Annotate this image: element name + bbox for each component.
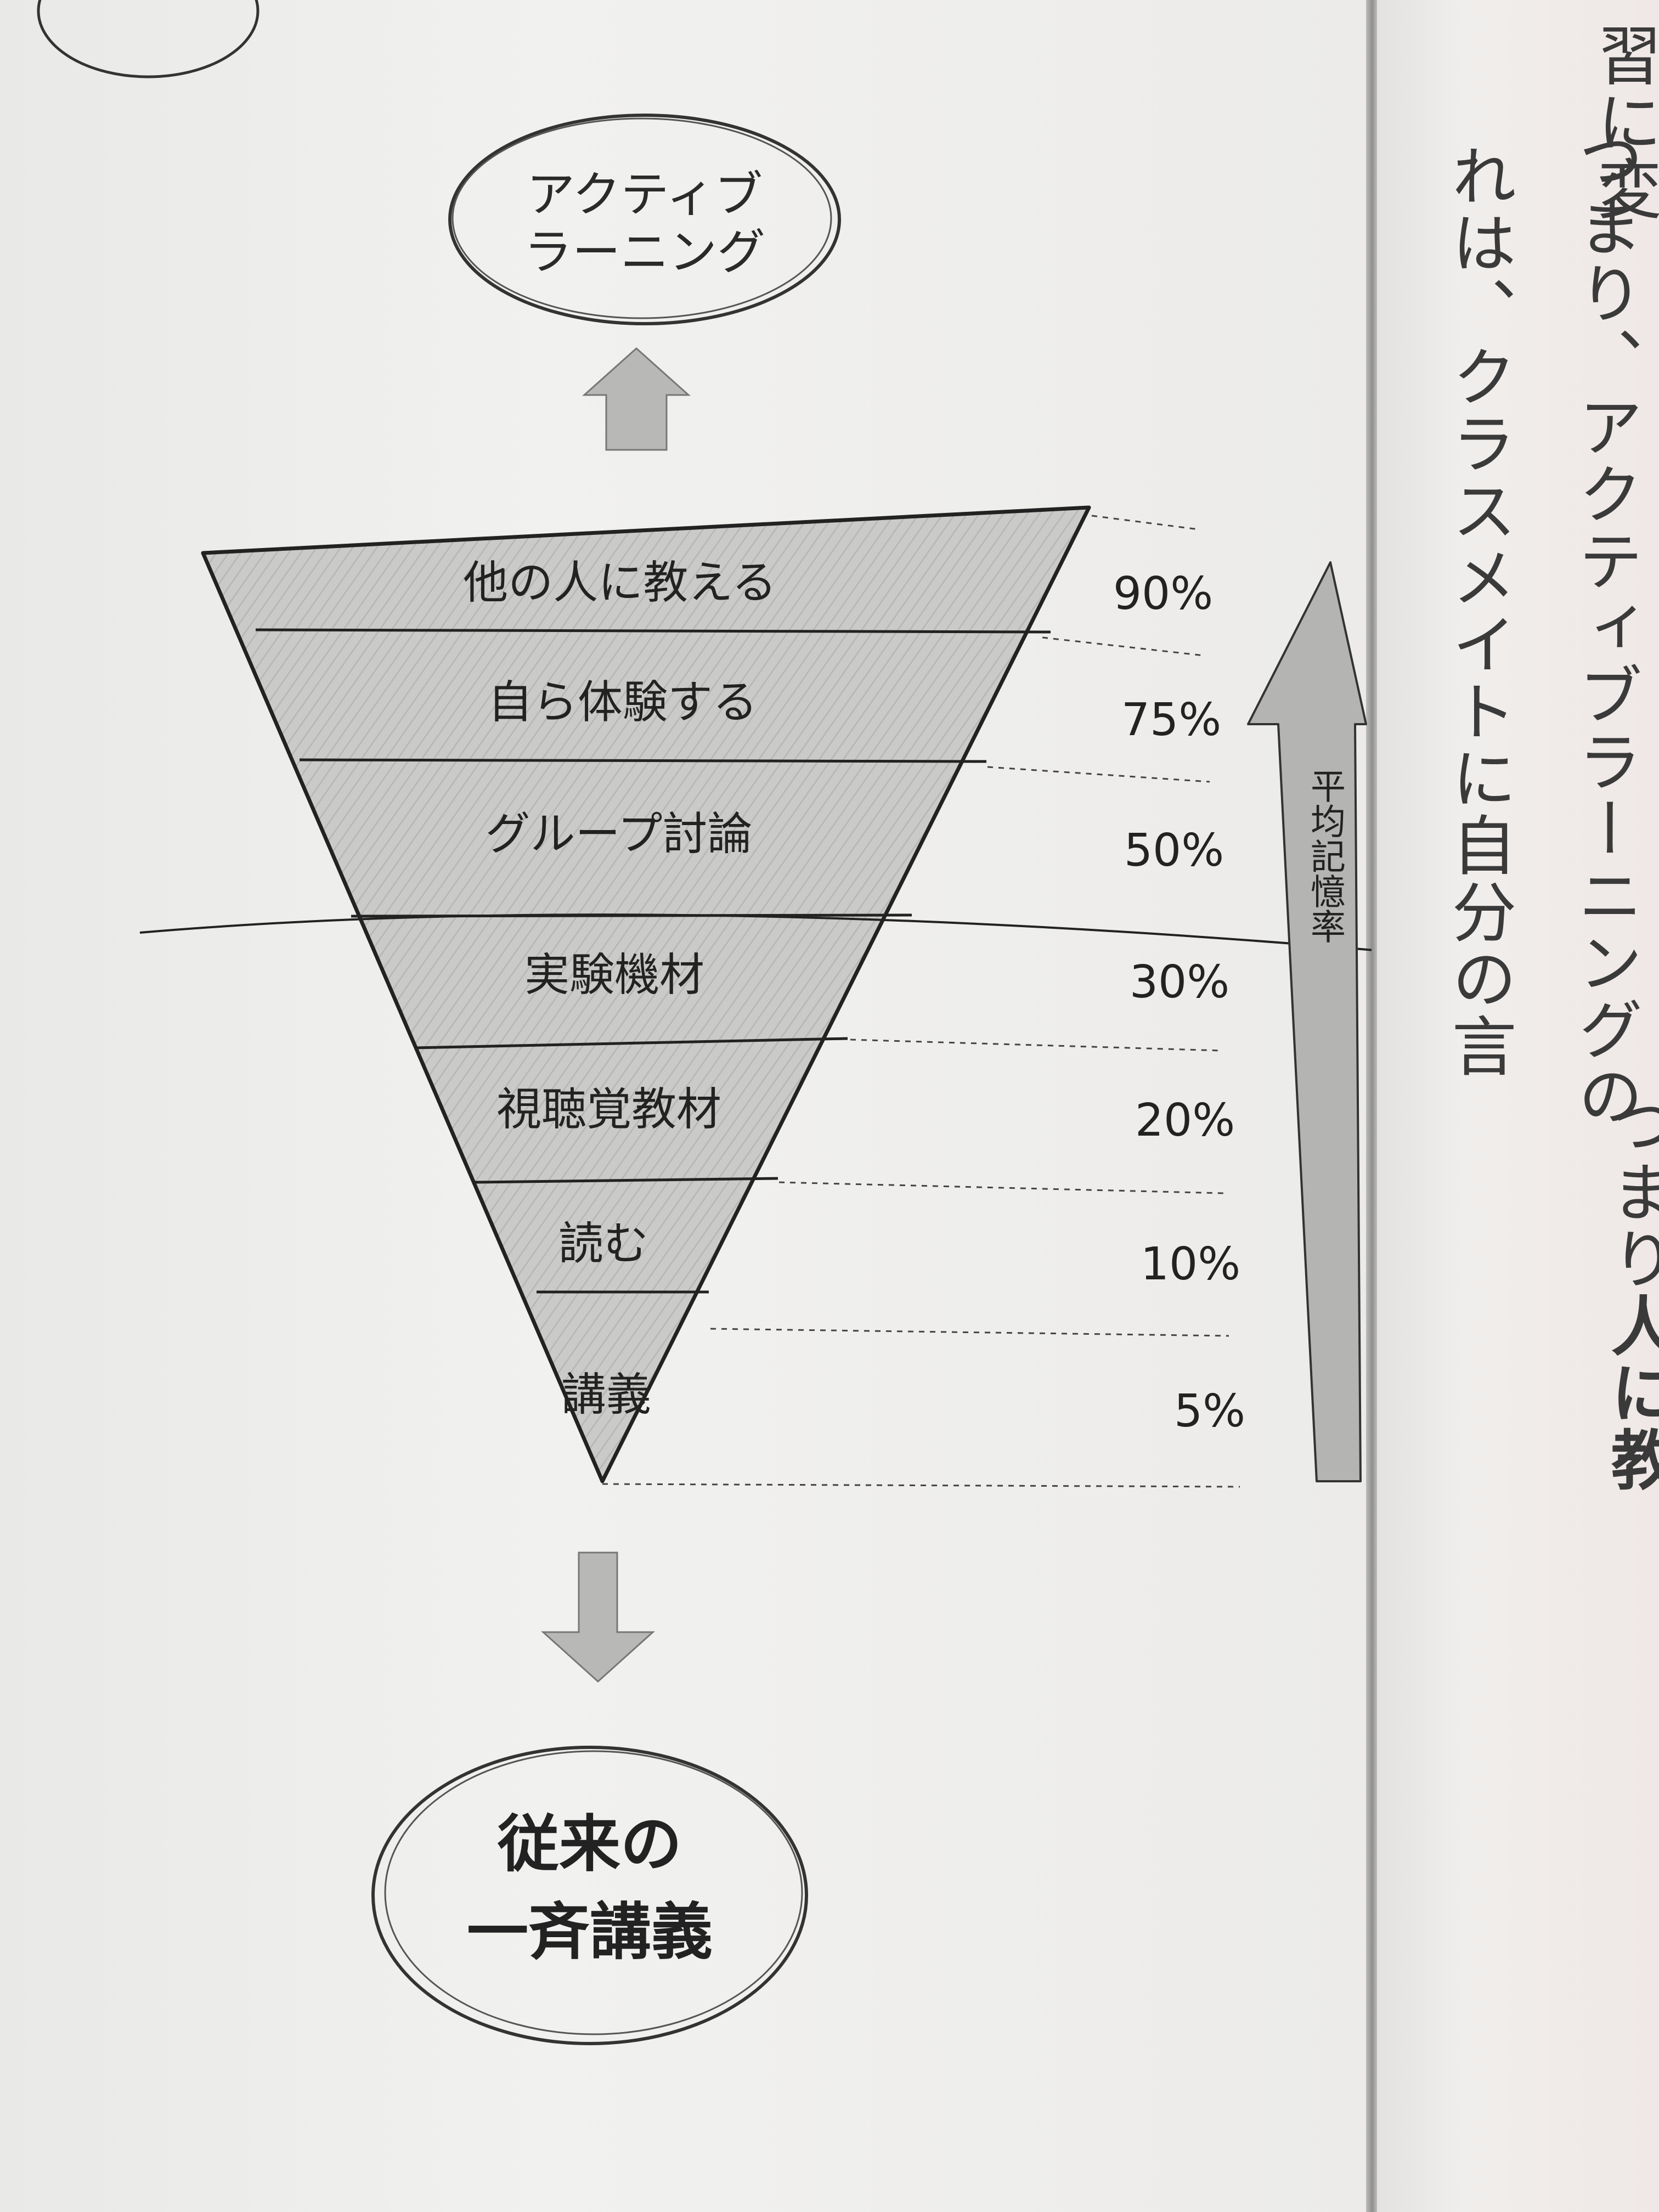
level-values: 90% 75% 50% 30% 20% 10% 5% [1113,568,1245,1437]
level-labels: 他の人に教える 自ら体験する グループ討論 実験機材 視聴覚教材 読む 講義 [463,557,777,1421]
funnel-shape [201,505,1091,1483]
traditional-lecture-line1: 従来の [497,1809,682,1880]
right-page-column-4-bold: 人に教 [1600,1293,1659,1493]
level-label-experience: 自ら体験する [488,676,758,729]
threshold-line [139,913,1372,951]
active-learning-bubble: アクティブ ラーニング [448,114,841,325]
book-spine [1366,0,1378,2212]
level-label-group-discussion: グループ討論 [485,808,752,860]
up-arrow-icon [582,347,691,451]
down-arrow-icon [541,1551,655,1683]
level-value-experience: 75% [1121,694,1221,746]
level-label-experiment: 実験機材 [524,949,704,1001]
corner-circle-decoration [37,0,259,78]
right-page [1377,0,1659,2212]
active-learning-label-line2: ラーニング [524,224,765,280]
right-page-column-4-pre: つまり [1600,1092,1659,1293]
retention-arrow: 平均記憶率 [1247,561,1367,1482]
learning-pyramid-diagram: アクティブ ラーニング 他の人に教える 自ら体験する グループ討論 実験機材 視… [37,0,1372,2045]
dotted-guides [602,515,1240,1488]
active-learning-label-line1: アクティブ [527,166,763,223]
level-value-audiovisual: 20% [1135,1094,1235,1147]
level-value-experiment: 30% [1130,956,1229,1008]
level-value-lecture: 5% [1174,1385,1245,1437]
right-page-column-2: つまり、アクティブラーニングの [1567,126,1643,1130]
level-value-teach: 90% [1113,568,1213,620]
level-value-group-discussion: 50% [1124,825,1224,877]
traditional-lecture-line2: 一斉講義 [467,1897,713,1968]
level-label-audiovisual: 視聴覚教材 [496,1084,721,1136]
level-value-reading: 10% [1141,1238,1240,1290]
retention-rate-label: 平均記憶率 [1305,768,1345,944]
traditional-lecture-bubble: 従来の 一斉講義 [371,1746,808,2045]
level-label-reading: 読む [558,1218,648,1270]
level-label-teach: 他の人に教える [463,557,777,609]
right-page-column-1: 習に変 [1586,22,1659,223]
right-page-column-3: れは、クラスメイトに自分の言葉で説明する、 [1441,143,1516,1075]
right-page-column-4: つまり人に教 [1596,1092,1659,1493]
level-label-lecture: 講義 [561,1369,651,1421]
